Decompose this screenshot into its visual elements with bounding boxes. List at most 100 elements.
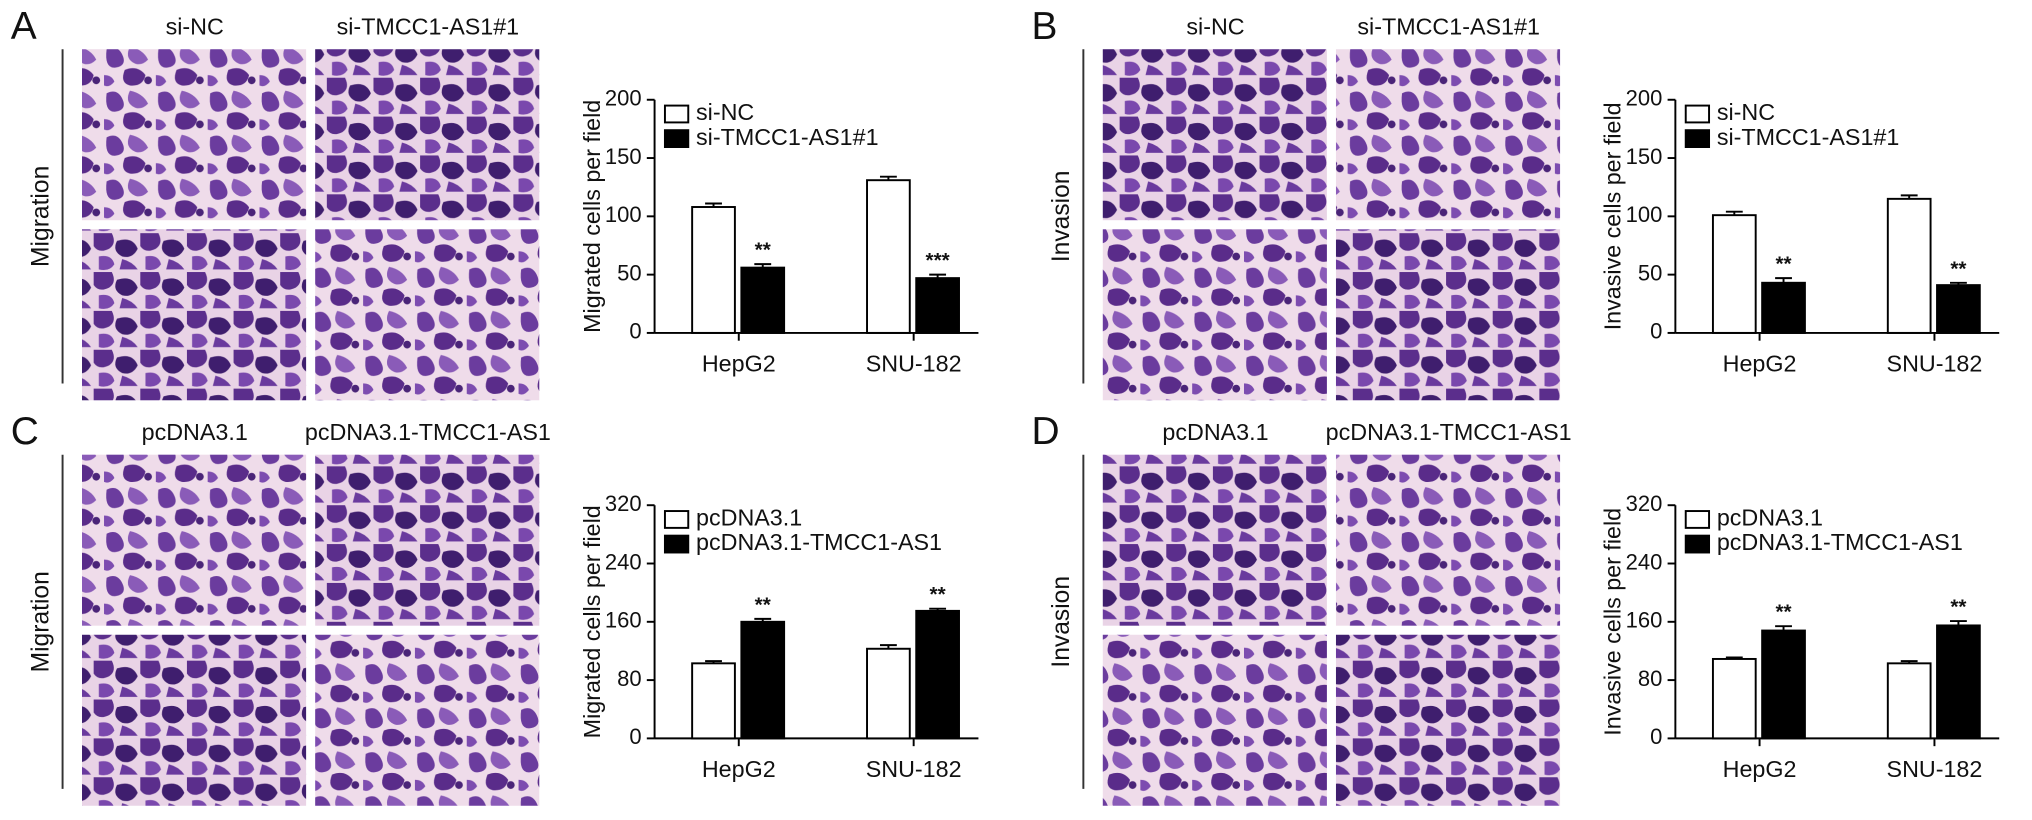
legend-swatch <box>663 104 690 124</box>
micrograph <box>82 49 307 221</box>
y-tick-label: 150 <box>1626 144 1663 169</box>
significance-label: ** <box>755 593 772 616</box>
y-axis-label: Invasive cells per field <box>1600 508 1626 736</box>
micrograph <box>315 454 540 626</box>
bar <box>866 647 911 740</box>
bar <box>1886 197 1932 334</box>
micrograph <box>315 229 540 401</box>
bar <box>915 277 960 334</box>
x-tick-label: HepG2 <box>1723 756 1797 782</box>
y-tick-label: 80 <box>617 666 642 691</box>
panel-letter: D <box>1032 410 1060 453</box>
image-column-label: pcDNA3.1-TMCC1-AS1 <box>305 419 551 445</box>
row-label: Invasion <box>1048 170 1075 262</box>
y-tick-label: 160 <box>1626 608 1663 633</box>
legend-label: pcDNA3.1-TMCC1-AS1 <box>1717 529 1963 555</box>
micrograph <box>1335 634 1561 806</box>
legend-swatch <box>663 129 690 149</box>
micrograph <box>82 229 307 401</box>
bar <box>866 179 911 334</box>
bar <box>1936 624 1981 740</box>
y-tick-label: 200 <box>1626 86 1663 111</box>
bar <box>1761 281 1806 334</box>
y-tick-label: 0 <box>1650 319 1662 344</box>
bar <box>1936 284 1981 334</box>
legend-swatch <box>1684 129 1711 149</box>
legend-label: si-TMCC1-AS1#1 <box>1717 124 1900 150</box>
x-tick-label: SNU-182 <box>866 350 962 376</box>
y-axis-label: Invasive cells per field <box>1600 102 1626 330</box>
bar <box>1711 214 1757 334</box>
y-axis-label: Migrated cells per field <box>579 505 605 738</box>
y-tick-label: 200 <box>605 86 642 111</box>
bar <box>1711 657 1757 740</box>
micrograph <box>1102 49 1327 221</box>
significance-label: ** <box>1950 257 1967 280</box>
legend-swatch <box>1684 510 1711 529</box>
micrograph <box>315 634 540 806</box>
image-column-label: pcDNA3.1 <box>1162 419 1268 445</box>
row-label: Migration <box>27 166 54 267</box>
x-tick-label: SNU-182 <box>866 756 962 782</box>
panel-letter: C <box>11 410 39 453</box>
image-column-label: si-NC <box>1186 14 1244 40</box>
micrograph <box>82 634 307 806</box>
legend-swatch <box>663 510 690 529</box>
micrograph <box>1335 49 1561 221</box>
image-column-label: pcDNA3.1-TMCC1-AS1 <box>1326 419 1572 445</box>
micrograph <box>1102 454 1327 626</box>
image-column-label: si-TMCC1-AS1#1 <box>337 14 520 40</box>
bar <box>691 206 736 334</box>
significance-label: ** <box>1950 596 1967 619</box>
y-tick-label: 320 <box>605 491 642 516</box>
y-tick-label: 150 <box>605 144 642 169</box>
y-tick-label: 240 <box>605 549 642 574</box>
legend-label: si-NC <box>1717 99 1775 125</box>
y-tick-label: 320 <box>1626 491 1663 516</box>
legend-label: si-NC <box>696 99 754 125</box>
y-tick-label: 0 <box>1650 724 1662 749</box>
bar <box>915 609 960 740</box>
row-label: Invasion <box>1048 576 1075 668</box>
y-tick-label: 50 <box>1638 260 1663 285</box>
y-tick-label: 50 <box>617 260 642 285</box>
y-tick-label: 80 <box>1638 666 1663 691</box>
significance-label: ** <box>755 239 772 262</box>
x-tick-label: SNU-182 <box>1887 756 1983 782</box>
bar <box>1886 662 1932 740</box>
x-tick-label: HepG2 <box>702 756 776 782</box>
micrograph <box>82 454 307 626</box>
micrograph <box>1335 454 1561 626</box>
y-tick-label: 160 <box>605 608 642 633</box>
y-tick-label: 100 <box>605 202 642 227</box>
image-column-label: pcDNA3.1 <box>142 419 248 445</box>
legend-label: pcDNA3.1 <box>1717 505 1823 531</box>
legend-swatch <box>663 534 690 554</box>
legend-label: pcDNA3.1-TMCC1-AS1 <box>696 529 942 555</box>
x-tick-label: HepG2 <box>1723 350 1797 376</box>
y-axis-label: Migrated cells per field <box>579 100 605 333</box>
legend-swatch <box>1684 104 1711 124</box>
x-tick-label: SNU-182 <box>1887 350 1983 376</box>
y-tick-label: 100 <box>1626 202 1663 227</box>
significance-label: *** <box>926 249 951 272</box>
bar <box>740 266 786 334</box>
micrograph <box>1335 229 1561 401</box>
bar <box>740 620 786 740</box>
significance-label: ** <box>1775 253 1792 276</box>
panel-letter: B <box>1032 5 1058 48</box>
legend-swatch <box>1684 534 1711 554</box>
significance-label: ** <box>930 583 947 606</box>
image-column-label: si-NC <box>166 14 224 40</box>
significance-label: ** <box>1775 601 1792 624</box>
image-column-label: si-TMCC1-AS1#1 <box>1357 14 1540 40</box>
row-label: Migration <box>27 571 54 672</box>
micrograph <box>1102 229 1327 401</box>
x-tick-label: HepG2 <box>702 350 776 376</box>
y-tick-label: 0 <box>629 724 641 749</box>
y-tick-label: 240 <box>1626 549 1663 574</box>
bar <box>1761 629 1806 740</box>
legend-label: si-TMCC1-AS1#1 <box>696 124 879 150</box>
y-tick-label: 0 <box>629 319 641 344</box>
